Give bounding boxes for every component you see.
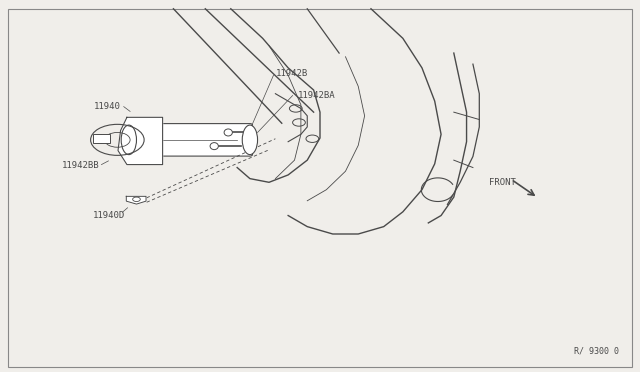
Text: 11940D: 11940D [93,211,125,220]
Text: 11942BA: 11942BA [298,91,335,100]
Text: 11940: 11940 [94,102,121,111]
Text: R/ 9300 0: R/ 9300 0 [575,347,620,356]
Ellipse shape [224,129,232,136]
Text: 11942BB: 11942BB [62,161,100,170]
Ellipse shape [121,125,136,155]
Bar [93,134,109,143]
FancyBboxPatch shape [126,124,252,156]
Text: FRONT: FRONT [489,178,516,187]
Polygon shape [118,117,163,164]
Ellipse shape [210,142,218,150]
Ellipse shape [243,125,257,155]
Polygon shape [126,196,146,204]
Text: 11942B: 11942B [275,69,308,78]
